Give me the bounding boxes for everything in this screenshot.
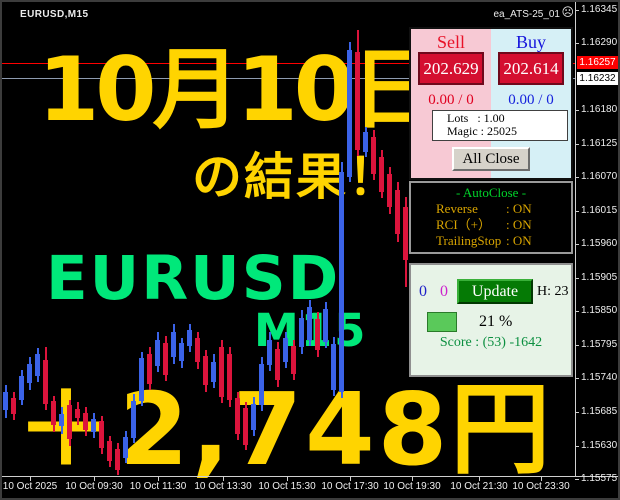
sell-price-button[interactable]: 202.629 bbox=[418, 52, 484, 85]
sell-position-text: 0.00 / 0 bbox=[428, 92, 474, 108]
magic-line: Magic : 25025 bbox=[447, 124, 517, 138]
score-label: Score : (53) -1642 bbox=[439, 335, 543, 350]
autoclose-row-reverse: Reverse : ON bbox=[411, 201, 571, 217]
trade-panel: Sell 202.629 0.00 / 0 Buy 202.614 0.00 /… bbox=[409, 27, 573, 180]
counter-blue: 0 bbox=[419, 283, 427, 300]
progress-bar bbox=[427, 312, 457, 332]
all-close-button[interactable]: All Close bbox=[452, 147, 530, 171]
ea-name-label: ea_ATS-25_01 bbox=[493, 9, 560, 20]
autoclose-panel: - AutoClose - Reverse : ON RCI（+） : ON Tra… bbox=[409, 181, 573, 254]
autoclose-trailingstop-label: TrailingStop bbox=[436, 233, 502, 248]
buy-position-text: 0.00 / 0 bbox=[508, 92, 554, 108]
chart-symbol-title: EURUSD,M15 bbox=[20, 9, 89, 20]
percent-label: 21 % bbox=[479, 313, 513, 330]
h-count-label: H: 23 bbox=[537, 284, 569, 299]
buy-label: Buy bbox=[515, 32, 546, 52]
autoclose-trailingstop-value: : ON bbox=[506, 233, 532, 248]
autoclose-row-rci: RCI（+） : ON bbox=[411, 217, 571, 233]
counter-magenta: 0 bbox=[440, 283, 448, 300]
lots-magic-box: Lots : 1.00 Magic : 25025 bbox=[432, 110, 568, 141]
update-panel: 0 0 Update H: 23 21 % Score : (53) -1642 bbox=[409, 263, 573, 377]
update-button[interactable]: Update bbox=[457, 279, 533, 304]
lots-line: Lots : 1.00 bbox=[447, 111, 505, 125]
ea-status-icon[interactable]: ☹ bbox=[561, 5, 574, 19]
autoclose-row-trailingstop: TrailingStop : ON bbox=[411, 233, 571, 249]
sell-section: Sell 202.629 0.00 / 0 bbox=[411, 29, 491, 178]
autoclose-rci-value: : ON bbox=[506, 217, 532, 232]
autoclose-rci-label: RCI（+） bbox=[436, 217, 492, 232]
autoclose-reverse-value: : ON bbox=[506, 201, 532, 216]
sell-label: Sell bbox=[436, 32, 465, 52]
autoclose-title: - AutoClose - bbox=[455, 185, 527, 200]
autoclose-reverse-label: Reverse bbox=[436, 201, 478, 216]
buy-price-button[interactable]: 202.614 bbox=[498, 52, 564, 85]
buy-section: Buy 202.614 0.00 / 0 bbox=[491, 29, 571, 178]
